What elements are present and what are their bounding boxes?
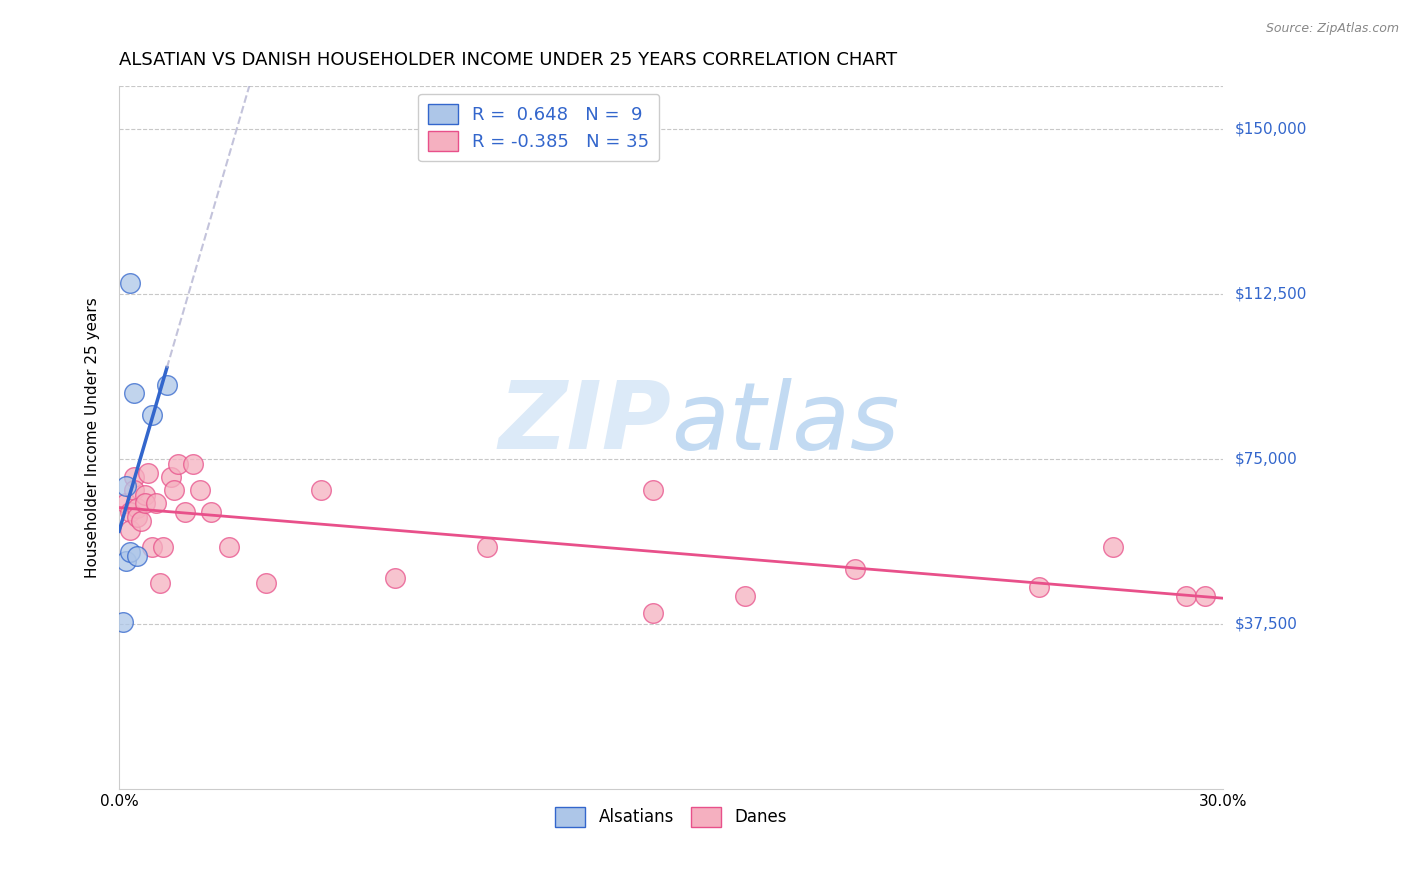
Point (134, 496, 156, 510)
Point (127, 509, 149, 524)
Point (1028, 580, 1050, 594)
Point (148, 575, 170, 590)
Point (1101, 541, 1123, 555)
Point (122, 386, 145, 401)
Point (115, 553, 138, 567)
Point (163, 483, 186, 497)
Point (138, 466, 160, 480)
Point (156, 377, 179, 392)
Point (475, 541, 498, 555)
Text: $37,500: $37,500 (1234, 616, 1298, 632)
Point (1175, 589, 1198, 603)
Point (115, 496, 138, 510)
Point (111, 615, 134, 629)
Point (127, 500, 149, 515)
Point (844, 562, 866, 576)
Point (152, 541, 174, 555)
Point (141, 541, 163, 555)
Point (122, 470, 145, 484)
Point (134, 487, 156, 501)
Point (641, 607, 664, 621)
Point (174, 505, 197, 519)
Point (120, 523, 142, 537)
Point (188, 483, 211, 497)
Y-axis label: Householder Income Under 25 years: Householder Income Under 25 years (86, 297, 100, 578)
Point (145, 496, 167, 510)
Point (120, 277, 142, 291)
Point (311, 483, 333, 497)
Point (129, 514, 152, 528)
Text: atlas: atlas (671, 378, 900, 469)
Point (384, 571, 406, 585)
Text: ALSATIAN VS DANISH HOUSEHOLDER INCOME UNDER 25 YEARS CORRELATION CHART: ALSATIAN VS DANISH HOUSEHOLDER INCOME UN… (120, 51, 897, 69)
Point (641, 483, 664, 497)
Point (141, 409, 163, 423)
Point (120, 545, 142, 559)
Point (200, 505, 222, 519)
Point (218, 541, 240, 555)
Point (115, 479, 138, 493)
Point (122, 483, 145, 497)
Text: $150,000: $150,000 (1234, 122, 1306, 137)
Point (254, 575, 277, 590)
Point (127, 549, 149, 563)
Point (181, 457, 204, 471)
Point (167, 457, 190, 471)
Text: ZIP: ZIP (498, 377, 671, 469)
Legend: Alsatians, Danes: Alsatians, Danes (548, 800, 793, 834)
Point (1194, 589, 1216, 603)
Text: $112,500: $112,500 (1234, 287, 1306, 301)
Text: Source: ZipAtlas.com: Source: ZipAtlas.com (1265, 22, 1399, 36)
Point (120, 505, 142, 519)
Point (734, 589, 756, 603)
Point (159, 470, 181, 484)
Text: $75,000: $75,000 (1234, 452, 1296, 467)
